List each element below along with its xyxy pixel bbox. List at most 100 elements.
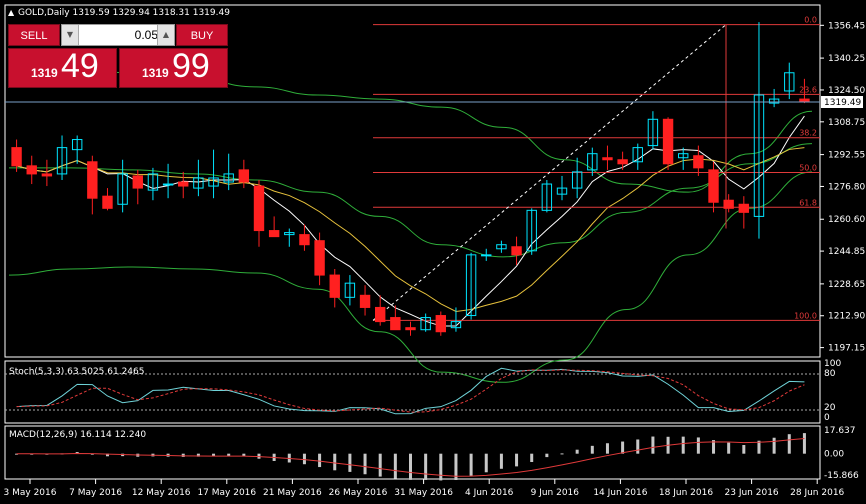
chart-header: GOLD,Daily 1319.59 1329.94 1318.31 1319.…: [18, 8, 230, 18]
candle-bull: [556, 187, 568, 195]
date-tick-label: 23 Jun 2016: [725, 488, 779, 498]
stoch-tick-label: 100: [824, 359, 841, 369]
candlesticks: [11, 22, 810, 336]
price-tick-label: 1228.65: [828, 280, 865, 290]
fib-level-label: 23.6: [799, 85, 817, 94]
price-tick-label: 1356.45: [828, 21, 865, 31]
macd-bar: [499, 453, 503, 469]
macd-bar: [302, 453, 306, 465]
macd-bar: [802, 433, 806, 454]
candle-bull: [526, 209, 537, 252]
macd-bar: [515, 453, 519, 467]
date-tick-label: 14 Jun 2016: [593, 488, 647, 498]
candle-bear: [375, 306, 386, 323]
candle-bear: [132, 175, 143, 189]
candle-bear: [11, 147, 22, 167]
macd-bar: [757, 440, 761, 454]
macd-bar: [348, 453, 352, 472]
macd-bar: [196, 453, 200, 457]
macd-bar: [227, 453, 231, 457]
candle-bull: [147, 173, 159, 191]
candle-bull: [117, 173, 128, 205]
macd-bar: [742, 445, 746, 454]
macd-tick-label: 0.00: [824, 450, 844, 460]
candle-bull: [284, 232, 295, 236]
candle-bull: [571, 171, 583, 189]
buy-quote[interactable]: 1319 99: [119, 47, 228, 88]
macd-bar: [681, 436, 685, 454]
candle-bull: [768, 98, 780, 104]
price-tick-label: 1308.75: [828, 118, 865, 128]
candle-bull: [632, 147, 643, 163]
stoch-tick-label: 20: [824, 403, 836, 413]
fibonacci-retracement: 0.0 23.6 38.2 50.0 61.8 100.0: [372, 16, 820, 321]
candle-bear: [253, 185, 265, 232]
current-price-tag: [821, 96, 863, 108]
current-price-label: 1319.49: [824, 98, 861, 108]
price-tick-label: 1292.55: [828, 151, 865, 161]
stoch-header: Stoch(5,3,3) 63.5025 61.2465: [9, 367, 144, 377]
price-tick-label: 1197.15: [828, 344, 865, 354]
macd-bar: [363, 453, 367, 475]
macd-bar: [636, 439, 640, 454]
macd-bar: [75, 452, 79, 454]
macd-histogram: [15, 433, 806, 481]
candle-bull: [587, 153, 598, 171]
sell-quote[interactable]: 1319 49: [8, 47, 117, 88]
macd-bar: [484, 453, 488, 473]
macd-bar: [575, 449, 579, 454]
lot-size-input[interactable]: [80, 25, 160, 45]
macd-bar: [560, 453, 564, 455]
buy-button[interactable]: BUY: [176, 24, 228, 46]
price-tick-label: 1324.50: [828, 86, 865, 96]
stoch-tick-label: 80: [824, 369, 836, 379]
main-chart-frame: [4, 4, 821, 358]
fib-level-label: 0.0: [804, 16, 817, 25]
lot-size-stepper[interactable]: ▼ ▲: [61, 24, 175, 46]
macd-tick-label: -15.866: [824, 471, 859, 481]
chart-header-arrow-icon: ▲: [8, 8, 15, 17]
candle-bear: [359, 294, 371, 308]
date-axis: 3 May 2016 7 May 2016 12 May 2016 17 May 20…: [4, 479, 845, 498]
macd-bar: [651, 436, 655, 454]
fib-level-label: 61.8: [799, 198, 817, 207]
candle-bull: [465, 254, 477, 317]
date-tick-label: 9 Jun 2016: [531, 488, 580, 498]
decrease-lot-icon[interactable]: ▼: [62, 25, 79, 45]
macd-bar: [530, 453, 534, 463]
macd-bar: [590, 445, 594, 454]
macd-bar: [90, 453, 94, 455]
ma-fast: [16, 115, 805, 327]
candle-bear: [390, 317, 401, 331]
candle-bull: [647, 118, 659, 147]
candle-bear: [299, 234, 310, 246]
sell-button[interactable]: SELL: [8, 24, 60, 46]
candle-bear: [738, 203, 750, 213]
macd-bar: [469, 453, 473, 476]
sell-price-big: 49: [61, 47, 99, 85]
candle-bull: [753, 94, 765, 217]
increase-lot-icon[interactable]: ▲: [157, 25, 174, 45]
candle-bull: [420, 317, 431, 331]
candle-bull: [56, 147, 68, 175]
macd-bar: [772, 437, 776, 454]
candle-bear: [26, 165, 37, 175]
price-tick-label: 1340.25: [828, 54, 865, 64]
candle-bull: [541, 183, 553, 211]
macd-bar: [181, 453, 185, 457]
macd-bar: [393, 453, 397, 479]
buy-price-big: 99: [172, 47, 210, 85]
candle-bear: [799, 98, 810, 102]
date-tick-label: 21 May 2016: [263, 488, 322, 498]
stoch-signal-line: [16, 369, 805, 413]
date-tick-label: 26 May 2016: [329, 488, 388, 498]
date-tick-label: 12 May 2016: [132, 488, 191, 498]
candle-bear: [511, 246, 522, 256]
price-axis: 1356.45 1340.25 1324.50 1308.75 1292.55 1276.…: [820, 21, 865, 354]
stoch-lines: [16, 367, 805, 415]
macd-axis: 17.637 0.00 -15.866: [824, 426, 859, 481]
macd-signal-line: [16, 438, 805, 477]
macd-bar: [424, 453, 428, 480]
